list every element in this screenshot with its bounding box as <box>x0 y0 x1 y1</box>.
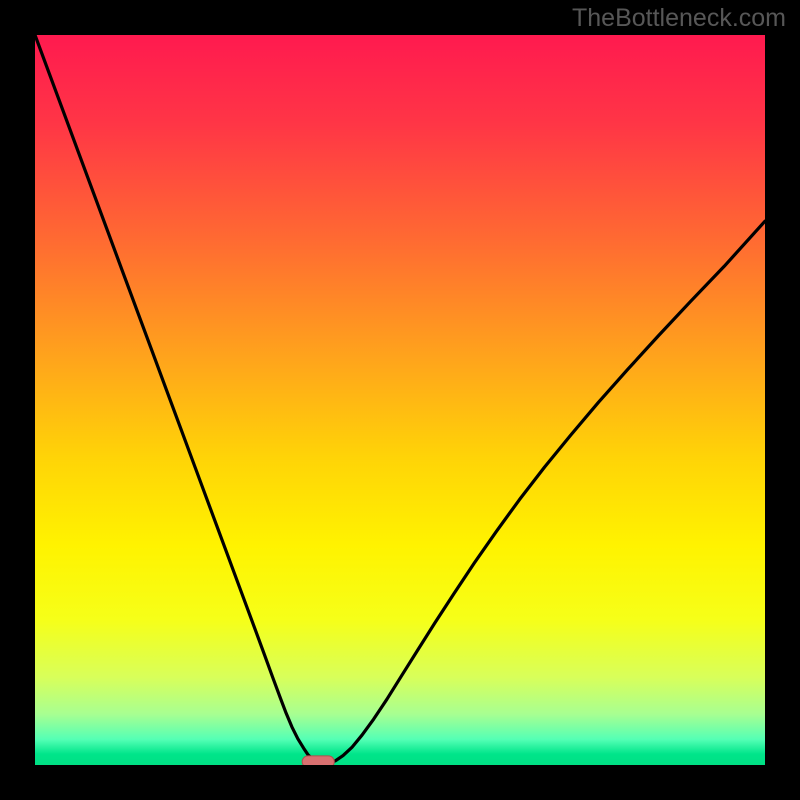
curve-path <box>35 35 765 764</box>
minimum-marker <box>302 756 334 765</box>
watermark-text: TheBottleneck.com <box>572 4 786 33</box>
bottleneck-curve <box>35 35 765 765</box>
plot-area <box>35 35 765 765</box>
